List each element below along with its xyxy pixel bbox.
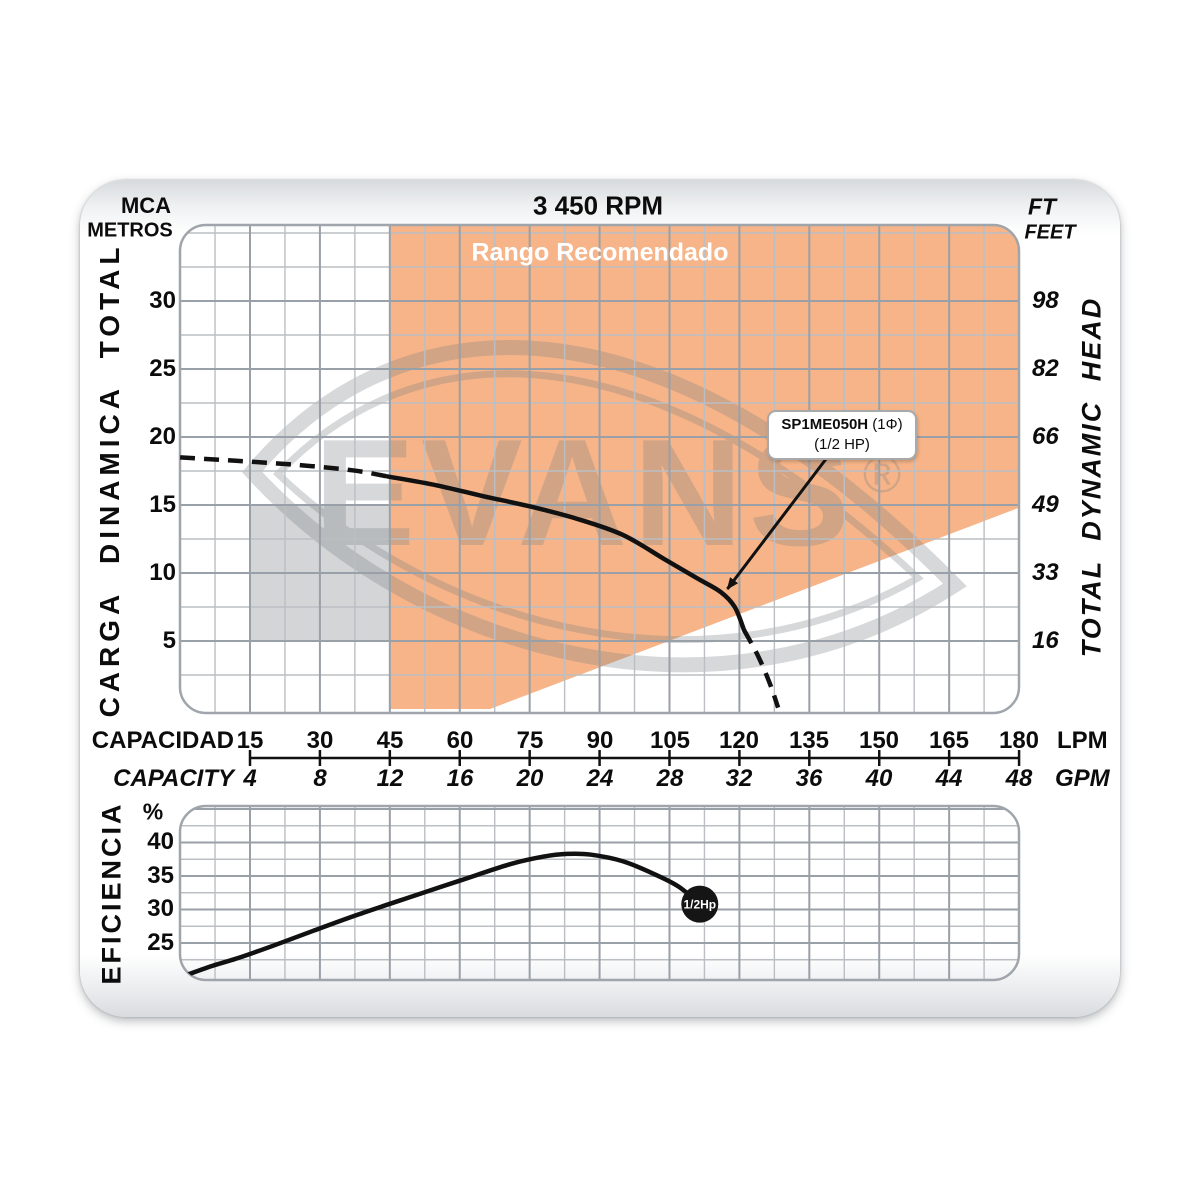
model-annotation-line2: (1/2 HP) (814, 435, 870, 453)
head-curve (180, 455, 781, 709)
power-dot (681, 885, 719, 923)
model-phase: (1Φ) (868, 416, 903, 433)
head-grid (180, 225, 1019, 713)
model-annotation-line1: SP1ME050H (1Φ) (771, 415, 913, 435)
capacity-axis (248, 750, 1021, 766)
model-number: SP1ME050H (781, 416, 869, 433)
power-dot-label: 1/2Hp (683, 898, 716, 912)
efficiency-grid (180, 806, 1019, 980)
head-dashed-overrun (742, 629, 781, 709)
efficiency-curve-group (185, 851, 703, 977)
head-dashed-low-flow (180, 455, 388, 479)
efficiency-curve (185, 851, 703, 977)
model-annotation-box: SP1ME050H (1Φ) (1/2 HP) (767, 410, 917, 460)
head-solid (385, 474, 747, 633)
model-annotation-arrow (726, 458, 828, 590)
